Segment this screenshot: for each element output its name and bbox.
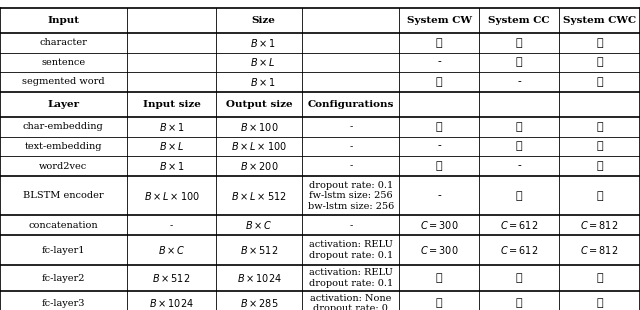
Text: Configurations: Configurations [308, 100, 394, 109]
Text: segmented word: segmented word [22, 78, 105, 86]
Text: ✓: ✓ [516, 38, 522, 48]
Text: -: - [437, 57, 441, 68]
Text: Size: Size [251, 16, 275, 25]
Text: fc-layer1: fc-layer1 [42, 246, 85, 255]
Text: dropout rate: 0.1
fw-lstm size: 256
bw-lstm size: 256: dropout rate: 0.1 fw-lstm size: 256 bw-l… [308, 181, 394, 210]
Text: System CW: System CW [406, 16, 472, 25]
Text: concatenation: concatenation [29, 221, 98, 230]
Text: $B \times 100$: $B \times 100$ [240, 121, 278, 133]
Text: ✓: ✓ [436, 122, 442, 132]
Text: -: - [170, 221, 173, 230]
Text: $C = 812$: $C = 812$ [580, 219, 619, 231]
Text: $B \times 1$: $B \times 1$ [250, 37, 276, 49]
Text: ✓: ✓ [596, 161, 603, 171]
Text: $B \times 1$: $B \times 1$ [250, 76, 276, 88]
Text: -: - [349, 142, 353, 151]
Text: System CWC: System CWC [563, 16, 636, 25]
Text: $B \times C$: $B \times C$ [158, 244, 185, 256]
Text: $B \times 512$: $B \times 512$ [240, 244, 278, 256]
Text: $C = 612$: $C = 612$ [500, 244, 538, 256]
Text: Layer: Layer [47, 100, 79, 109]
Text: ✓: ✓ [516, 191, 522, 201]
Text: ✓: ✓ [516, 273, 522, 283]
Text: $B \times C$: $B \times C$ [246, 219, 273, 231]
Text: ✓: ✓ [436, 77, 442, 87]
Text: ✓: ✓ [516, 141, 522, 152]
Text: -: - [349, 162, 353, 171]
Text: ✓: ✓ [516, 57, 522, 68]
Text: BLSTM encoder: BLSTM encoder [23, 191, 104, 200]
Text: activation: RELU
dropout rate: 0.1: activation: RELU dropout rate: 0.1 [308, 268, 393, 288]
Text: $B \times 1024$: $B \times 1024$ [237, 272, 282, 284]
Text: text-embedding: text-embedding [24, 142, 102, 151]
Text: ✓: ✓ [596, 77, 603, 87]
Text: $C = 300$: $C = 300$ [420, 219, 458, 231]
Text: Input: Input [47, 16, 79, 25]
Text: ✓: ✓ [436, 161, 442, 171]
Text: -: - [437, 191, 441, 201]
Text: $B \times L \times 100$: $B \times L \times 100$ [143, 190, 200, 202]
Text: ✓: ✓ [596, 191, 603, 201]
Text: System CC: System CC [488, 16, 550, 25]
Text: -: - [437, 141, 441, 152]
Text: char-embedding: char-embedding [23, 122, 104, 131]
Text: Input size: Input size [143, 100, 200, 109]
Text: $B \times L$: $B \times L$ [250, 56, 276, 69]
Text: -: - [517, 161, 521, 171]
Text: fc-layer3: fc-layer3 [42, 299, 85, 308]
Text: $B \times 512$: $B \times 512$ [152, 272, 191, 284]
Text: ✓: ✓ [436, 273, 442, 283]
Text: ✓: ✓ [596, 299, 603, 308]
Text: activation: RELU
dropout rate: 0.1: activation: RELU dropout rate: 0.1 [308, 241, 393, 260]
Text: ✓: ✓ [516, 299, 522, 308]
Text: word2vec: word2vec [39, 162, 88, 171]
Text: $B \times 200$: $B \times 200$ [240, 160, 278, 172]
Text: -: - [349, 221, 353, 230]
Text: Output size: Output size [226, 100, 292, 109]
Text: $C = 300$: $C = 300$ [420, 244, 458, 256]
Text: $B \times L$: $B \times L$ [159, 140, 184, 153]
Text: activation: None
dropout rate: 0: activation: None dropout rate: 0 [310, 294, 392, 310]
Text: ✓: ✓ [596, 273, 603, 283]
Text: ✓: ✓ [436, 38, 442, 48]
Text: $C = 612$: $C = 612$ [500, 219, 538, 231]
Text: $B \times 1024$: $B \times 1024$ [149, 298, 194, 309]
Text: ✓: ✓ [436, 299, 442, 308]
Text: sentence: sentence [42, 58, 85, 67]
Text: -: - [349, 122, 353, 131]
Text: $B \times 1$: $B \times 1$ [159, 160, 184, 172]
Text: ✓: ✓ [596, 57, 603, 68]
Text: -: - [517, 77, 521, 87]
Text: character: character [40, 38, 87, 47]
Text: ✓: ✓ [596, 122, 603, 132]
Text: $B \times L \times 100$: $B \times L \times 100$ [231, 140, 287, 153]
Text: ✓: ✓ [596, 38, 603, 48]
Text: $B \times 285$: $B \times 285$ [240, 298, 278, 309]
Text: $C = 812$: $C = 812$ [580, 244, 619, 256]
Text: ✓: ✓ [596, 141, 603, 152]
Text: fc-layer2: fc-layer2 [42, 273, 85, 283]
Text: $B \times 1$: $B \times 1$ [159, 121, 184, 133]
Text: ✓: ✓ [516, 122, 522, 132]
Text: $B \times L \times 512$: $B \times L \times 512$ [231, 190, 287, 202]
